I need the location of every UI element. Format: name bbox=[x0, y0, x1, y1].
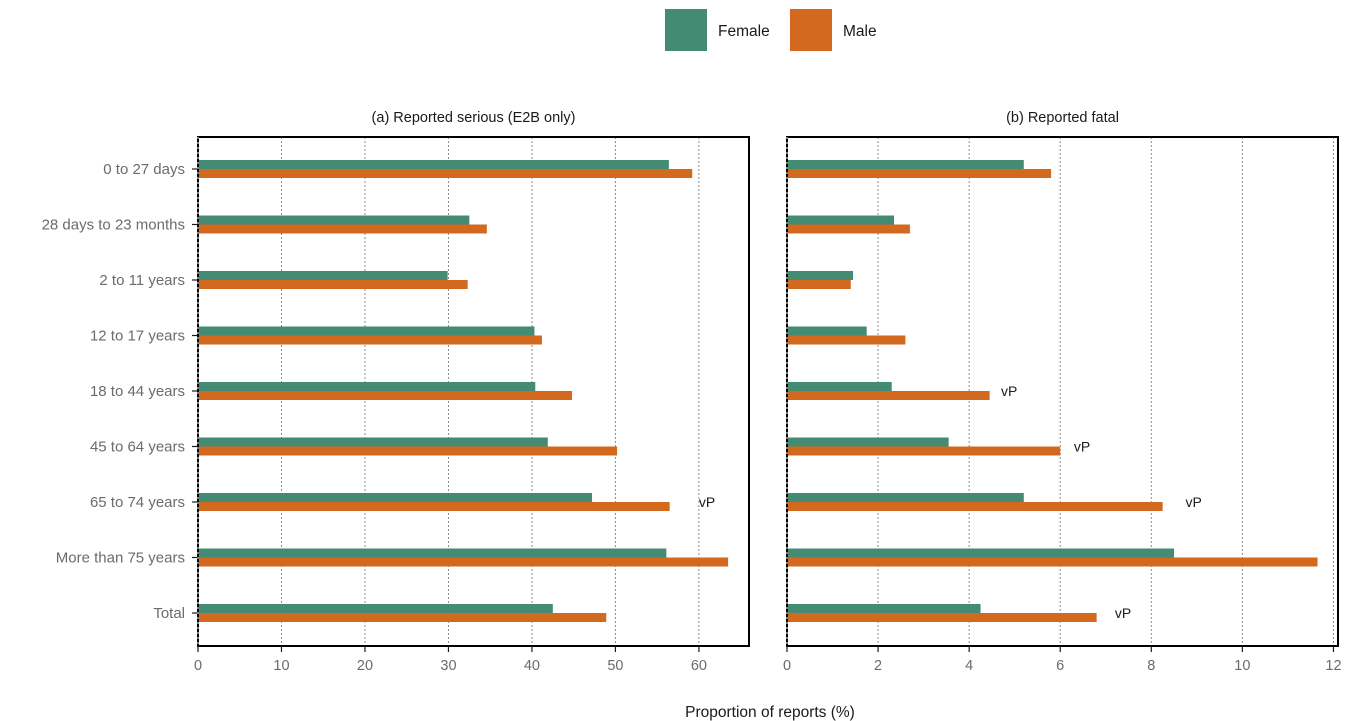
bar-male-2-to-11-years bbox=[198, 280, 468, 289]
legend-swatch-male bbox=[790, 9, 832, 51]
x-tick-label: 2 bbox=[874, 658, 882, 674]
annotation-vp: vP bbox=[1115, 605, 1131, 621]
x-tick-label: 0 bbox=[783, 658, 791, 674]
bar-female-18-to-44-years bbox=[198, 382, 536, 391]
panel-a: (a) Reported serious (E2B only) vP 0 10 20 30… bbox=[194, 110, 750, 674]
bar-female-45-to-64-years bbox=[198, 437, 548, 447]
x-tick-label: 20 bbox=[357, 658, 373, 674]
bar-male-28-days-to-23-months bbox=[198, 224, 487, 234]
bar-female-65-to-74-years bbox=[787, 493, 1024, 502]
legend-label-female: Female bbox=[718, 23, 770, 40]
x-tick-label: 50 bbox=[607, 658, 623, 674]
legend-label-male: Male bbox=[843, 23, 877, 40]
x-tick-label: 10 bbox=[1234, 658, 1250, 674]
bar-male-12-to-17-years bbox=[198, 335, 542, 345]
bar-male-0-to-27-days bbox=[787, 169, 1052, 178]
bar-female-more-than-75-years bbox=[198, 548, 667, 558]
panel-b: (b) Reported fatal vP vP vP vP 0 2 4 6 8 10 12 bbox=[783, 110, 1342, 674]
bar-female-65-to-74-years bbox=[198, 493, 593, 502]
category-label-0-to-27-days: 0 to 27 days bbox=[103, 161, 185, 178]
category-label-45-to-64-years: 45 to 64 years bbox=[90, 439, 185, 456]
x-tick-label: 12 bbox=[1325, 658, 1341, 674]
panel-title: (b) Reported fatal bbox=[1006, 110, 1119, 126]
x-tick-label: 60 bbox=[691, 658, 707, 674]
bar-male-45-to-64-years bbox=[787, 446, 1061, 456]
bar-male-45-to-64-years bbox=[198, 446, 618, 456]
bar-female-12-to-17-years bbox=[787, 326, 867, 336]
bar-female-more-than-75-years bbox=[787, 548, 1175, 558]
bar-male-12-to-17-years bbox=[787, 335, 906, 345]
bar-female-28-days-to-23-months bbox=[787, 215, 895, 225]
category-label-28-days-to-23-months: 28 days to 23 months bbox=[42, 217, 185, 234]
bar-male-18-to-44-years bbox=[198, 391, 573, 400]
legend: Female Male bbox=[665, 9, 877, 51]
x-tick-label: 6 bbox=[1056, 658, 1064, 674]
bar-male-total bbox=[198, 613, 607, 622]
panel-frame bbox=[197, 136, 750, 647]
bar-male-65-to-74-years bbox=[198, 502, 670, 511]
x-tick-label: 4 bbox=[965, 658, 973, 674]
x-axis-title: Proportion of reports (%) bbox=[685, 704, 855, 721]
bar-male-0-to-27-days bbox=[198, 169, 693, 178]
bar-female-28-days-to-23-months bbox=[198, 215, 470, 225]
bar-female-18-to-44-years bbox=[787, 382, 892, 391]
bar-female-45-to-64-years bbox=[787, 437, 949, 447]
bar-male-more-than-75-years bbox=[787, 557, 1318, 567]
annotation-vp: vP bbox=[1074, 439, 1090, 455]
panel-frame bbox=[786, 136, 1339, 647]
bar-female-2-to-11-years bbox=[787, 271, 854, 280]
bar-female-total bbox=[198, 604, 553, 613]
panel-title: (a) Reported serious (E2B only) bbox=[372, 110, 576, 126]
bar-male-more-than-75-years bbox=[198, 557, 729, 567]
category-label-total: Total bbox=[153, 605, 185, 622]
x-tick-label: 30 bbox=[440, 658, 456, 674]
x-tick-label: 40 bbox=[524, 658, 540, 674]
bar-male-total bbox=[787, 613, 1097, 622]
x-tick-label: 0 bbox=[194, 658, 202, 674]
bar-male-2-to-11-years bbox=[787, 280, 851, 289]
bar-male-28-days-to-23-months bbox=[787, 224, 910, 234]
category-label-2-to-11-years: 2 to 11 years bbox=[99, 272, 185, 289]
category-label-65-to-74-years: 65 to 74 years bbox=[90, 494, 185, 511]
bar-female-2-to-11-years bbox=[198, 271, 448, 280]
annotation-vp: vP bbox=[699, 494, 715, 510]
bar-female-0-to-27-days bbox=[198, 160, 669, 169]
annotation-vp: vP bbox=[1001, 383, 1017, 399]
annotation-vp: vP bbox=[1185, 494, 1201, 510]
x-tick-label: 10 bbox=[273, 658, 289, 674]
bar-male-18-to-44-years bbox=[787, 391, 990, 400]
category-label-more-than-75-years: More than 75 years bbox=[56, 550, 185, 567]
chart-panels: 0 to 27 days 28 days to 23 months 2 to 11 … bbox=[42, 110, 1342, 674]
bar-male-65-to-74-years bbox=[787, 502, 1163, 511]
bar-female-total bbox=[787, 604, 981, 613]
bar-female-12-to-17-years bbox=[198, 326, 535, 336]
bar-female-0-to-27-days bbox=[787, 160, 1024, 169]
x-tick-label: 8 bbox=[1147, 658, 1155, 674]
category-label-12-to-17-years: 12 to 17 years bbox=[90, 328, 185, 345]
legend-swatch-female bbox=[665, 9, 707, 51]
category-label-18-to-44-years: 18 to 44 years bbox=[90, 383, 185, 400]
